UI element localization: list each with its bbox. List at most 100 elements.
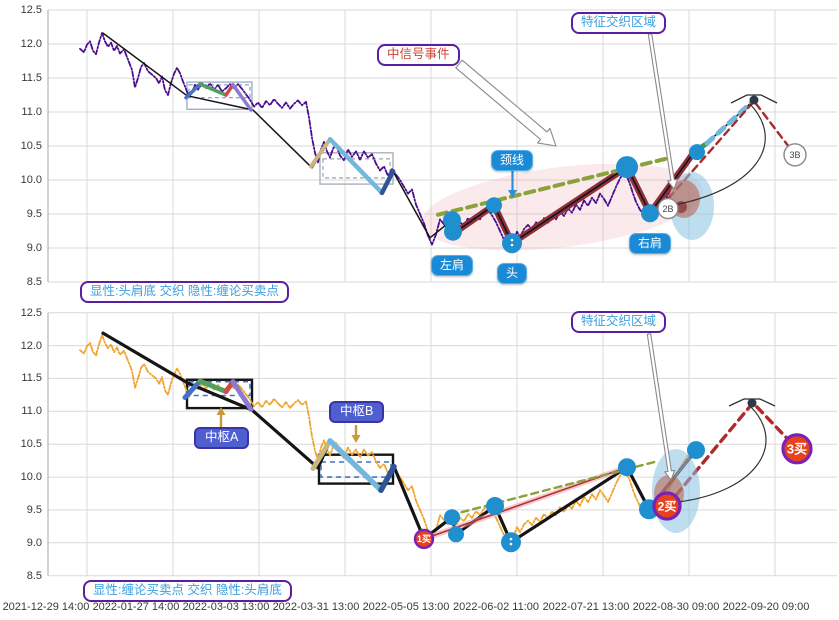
x-tick-label: 2022-08-30 09:00 [632,601,720,613]
y-tick-label: 11.5 [21,72,42,84]
pivot-box [188,84,251,99]
pivot-marker [486,197,502,214]
pivot-b-label: 中枢B [329,401,385,423]
head-marker-dot [510,238,514,242]
y-tick-label: 8.5 [26,569,42,582]
peak-whisker [728,398,745,407]
buy-badge-text-buy1: 1买 [417,534,431,544]
series-price [79,334,701,546]
y-tick-label: 12.5 [20,4,42,16]
series-pivot2-indigo [379,168,396,196]
series-pivot2-tan [309,137,332,169]
pivot-marker [501,532,521,553]
neckline-label: 颈线 [491,150,534,171]
y-tick-label: 9.5 [26,503,42,516]
y-tick-label: 10.0 [20,174,42,186]
pointer-arrow-head [216,407,226,415]
series-pivot1-purple [231,83,253,112]
feature-zone-label-bottom: 特征交织区域 [571,311,667,333]
y-tick-label: 11.0 [21,106,42,118]
head-marker-dot [509,542,513,546]
pointer-arrow-head [508,190,517,198]
peak-whisker [760,94,778,104]
y-tick-label: 10.5 [20,438,42,451]
buy-badge-text-buy2: 2买 [658,499,677,513]
series-pivot1-blue [184,82,202,100]
signal-ring-text-marker_3b: 3B [789,150,800,160]
series-trend [101,331,698,544]
y-tick-label: 11.5 [21,372,42,385]
series-pivot1-green [198,82,228,97]
peak-dot [749,95,759,105]
series-pivotB-sky [327,438,384,493]
pivot-marker [486,497,504,515]
buy-badge-buy2 [652,491,682,521]
feature-zone-label-top: 特征交织区域 [571,12,667,34]
pivot-marker [689,144,705,161]
signal-event-label: 中信号事件 [377,44,460,66]
signal-ring-marker_3b [783,143,807,167]
y-tick-label: 8.5 [26,276,42,288]
x-tick-label: 2022-01-27 14:00 [92,601,180,613]
head-marker-dot [510,243,514,247]
y-tick-label: 11.0 [21,405,42,418]
pivot-box [320,461,392,478]
buy-badge-buy3 [781,433,813,465]
hollow-arrow [455,59,557,147]
pivot-marker [687,441,705,460]
projection-arc [677,405,767,503]
series-blue-dashed-segment [704,98,756,146]
pivot-marker [444,222,462,241]
series-pivotB-tan [310,438,333,471]
pointer-arrow-head [351,435,361,443]
series-pivot1-red [224,83,235,97]
x-tick-label: 2021-12-29 14:00 [2,601,90,613]
peak-whisker [759,398,776,407]
peak-dot [747,398,757,408]
y-tick-label: 12.5 [20,306,42,319]
head-marker-dot [509,537,513,541]
right-shoulder-label: 右肩 [629,233,672,254]
series-pivotA-purple [230,379,254,412]
y-tick-label: 12.0 [20,339,42,352]
hollow-arrow [647,33,679,190]
x-tick-label: 2022-06-02 11:00 [452,601,540,613]
y-tick-label: 9.0 [26,536,42,549]
buy-badge-buy1 [413,528,435,550]
series-pivotA-green [197,378,229,395]
projection-arc [668,103,766,207]
x-tick-label: 2022-05-05 13:00 [362,601,450,613]
series-green-dashed [448,460,659,517]
top-panel-caption: 显性:头肩底 交织 隐性:缠论买卖点 [80,281,289,303]
bottom-panel-caption: 显性:缠论买卖点 交织 隐性:头肩底 [83,580,292,602]
pivot-marker [448,526,464,543]
y-tick-label: 9.5 [26,208,42,220]
y-tick-label: 12.0 [20,38,42,50]
signal-ring-text-marker_2b: 2B [662,204,673,214]
y-tick-label: 10.0 [20,471,42,484]
pivot-marker [618,458,636,477]
pivot-marker [641,204,659,223]
y-tick-label: 9.0 [26,242,42,254]
x-tick-label: 2022-03-31 13:00 [272,601,360,613]
series-price [79,32,701,251]
series-pivotA-blue [182,378,203,400]
signal-ring-marker_2b [657,197,679,220]
pivot-marker [616,156,638,179]
buy-badge-text-buy3: 3买 [787,442,807,457]
pivot-box [188,380,251,397]
pivot-marker [502,233,522,254]
left-shoulder-label: 左肩 [431,255,474,276]
x-tick-label: 2022-07-21 13:00 [542,601,630,613]
hollow-arrow [646,333,676,481]
series-pivot2-sky [327,136,385,196]
peak-whisker [730,94,748,104]
x-tick-label: 2022-09-20 09:00 [722,601,810,613]
x-tick-label: 2022-03-03 13:00 [182,601,270,613]
pivot-a-label: 中枢A [194,427,250,449]
head-label: 头 [497,263,528,284]
pivot-box [322,158,391,179]
pivot-marker [444,509,460,526]
